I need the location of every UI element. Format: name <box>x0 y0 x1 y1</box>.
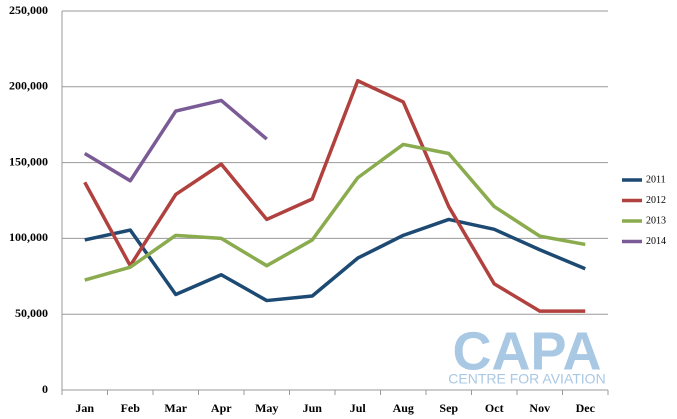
y-tick-label: 150,000 <box>9 154 48 168</box>
series-line <box>83 98 268 183</box>
x-tick-label: Aug <box>393 401 414 415</box>
x-tick-label: May <box>255 401 278 415</box>
x-tick-label: Feb <box>121 401 141 415</box>
watermark-logo: CAPA <box>452 321 601 381</box>
legend-label: 2012 <box>646 195 666 206</box>
watermark-subtitle: CENTRE FOR AVIATION <box>448 371 605 387</box>
x-tick-label: Nov <box>529 401 550 415</box>
x-tick-label: Jul <box>350 401 367 415</box>
series-line <box>84 142 586 282</box>
x-tick-label: Mar <box>164 401 187 415</box>
series-line <box>84 217 586 303</box>
y-tick-label: 200,000 <box>9 79 48 93</box>
y-tick-label: 50,000 <box>15 306 48 320</box>
x-tick-label: Sep <box>439 401 458 415</box>
legend-label: 2011 <box>646 174 666 185</box>
x-tick-label: Jan <box>75 401 94 415</box>
y-tick-label: 100,000 <box>9 230 48 244</box>
y-tick-label: 250,000 <box>9 3 48 17</box>
y-tick-label: 0 <box>42 382 48 396</box>
x-tick-label: Apr <box>211 401 232 415</box>
x-tick-label: Dec <box>576 401 596 415</box>
series-line <box>83 78 586 313</box>
legend-label: 2014 <box>646 236 666 247</box>
legend-label: 2013 <box>646 215 666 226</box>
x-tick-label: Oct <box>485 401 504 415</box>
x-tick-label: Jun <box>303 401 323 415</box>
